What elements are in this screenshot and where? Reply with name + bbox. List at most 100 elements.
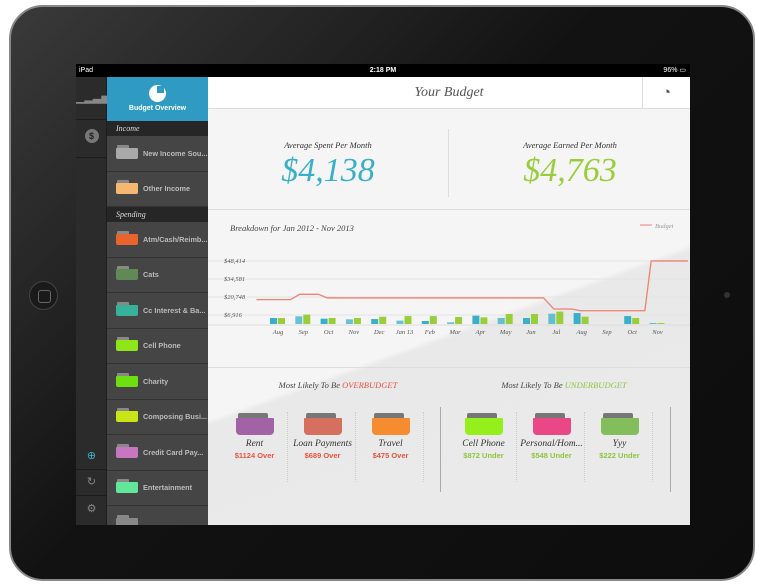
earned-bar [328,318,336,324]
status-bar: iPad 2:18 PM 96% ▭ [76,64,690,77]
sidebar-item-label: Charity [143,376,169,386]
sidebar-item-label: Atm/Cash/Reimb... [143,234,208,244]
budget-amount: $1124 Over [234,451,275,460]
folder-icon [116,514,138,525]
x-tick-label: Jul [552,329,560,336]
folder-icon [116,443,138,458]
x-tick-label: Mar [448,329,461,336]
x-tick-label: Nov [348,329,360,336]
sidebar-item-label: Other Income [143,184,191,194]
device-label: iPad [79,67,94,74]
top-bar: Your Budget ◔ [208,77,690,109]
sidebar-item[interactable]: Credit Card Pay... [107,435,208,471]
screen: iPad 2:18 PM 96% ▭ ▁▂▃▅▇ $ ⊕ ↻ ⚙ Budget … [76,64,690,525]
earned-bar [379,316,387,324]
sidebar-item[interactable]: Cc Interest & Ba... [107,293,208,329]
average-spent: Average Spent Per Month $4,138 [281,140,375,189]
budget-amount: $689 Over [304,451,341,460]
folder-icon [303,413,342,435]
dollar-icon[interactable]: $ [76,129,107,143]
pie-chart-icon [149,85,166,102]
folder-icon [532,413,571,435]
underbudget-card[interactable]: Cell Phone $872 Under [451,412,517,482]
camera [724,292,730,298]
main-panel: Your Budget ◔ Average Spent Per Month $4… [208,77,690,525]
pie-chart-button[interactable]: ◔ [642,77,690,109]
spent-bar [396,320,404,324]
home-button[interactable] [29,281,58,310]
earned-bar [278,318,285,324]
sidebar-item-label: Entertainment [143,483,193,493]
earned-bar [455,316,463,324]
spent-bar [573,313,581,324]
spent-bar [497,318,505,324]
spent-bar [320,318,328,324]
folder-icon [235,413,274,435]
average-earned: Average Earned Per Month $4,763 [523,140,617,189]
folder-icon [600,413,639,435]
folder-icon [116,144,138,159]
folder-icon [464,413,503,435]
underbudget-heading: Most Likely To Be UNDERBUDGET [501,380,627,390]
folder-icon [116,337,138,352]
overbudget-card[interactable]: Loan Payments $689 Over [290,412,356,482]
y-tick-label: $34,581 [224,276,245,283]
earned-bar [581,316,589,324]
signal-icon[interactable]: ▁▂▃▅▇ [76,92,119,104]
overbudget-heading: Most Likely To Be OVERBUDGET [278,380,398,390]
sidebar-item[interactable]: Composing Busi... [107,399,208,435]
earned-bar [632,318,640,324]
sidebar-item-label: New Income Sou... [143,148,208,158]
category-name: Travel [378,439,403,449]
earned-bar [531,313,538,324]
sidebar-item-label: Credit Card Pay... [143,447,204,457]
sidebar-item[interactable]: Charity [107,364,208,400]
page-title: Your Budget [414,85,484,100]
earned-bar [303,314,311,324]
budget-amount: $475 Over [372,451,409,460]
spent-bar [523,318,530,324]
folder-icon [116,372,138,387]
sidebar-item[interactable]: Other Income [107,171,208,207]
overbudget-card[interactable]: Rent $1124 Over [222,412,288,482]
earned-bar [657,322,665,324]
spent-bar [421,321,429,324]
underbudget-card[interactable]: Personal/Hom... $548 Under [519,412,585,482]
x-tick-label: Dec [373,329,385,336]
sidebar-item[interactable]: Atm/Cash/Reimb... [107,222,208,258]
breakdown-chart: Breakdown for Jan 2012 - Nov 2013 Budget $… [208,223,690,336]
settings-icon[interactable]: ⚙ [86,503,97,515]
legend-label: Budget [655,223,674,230]
budget-overview-button[interactable]: Budget Overview [107,77,208,121]
spent-bar [649,322,657,324]
sidebar-item[interactable]: Cell Phone [107,328,208,364]
earned-bar [404,316,412,324]
spent-bar [447,322,455,324]
upload-icon[interactable]: ⊕ [86,450,97,462]
folder-icon [116,479,138,494]
sidebar-item-label: Cats [143,270,159,280]
overbudget-card[interactable]: Travel $475 Over [358,412,424,482]
y-tick-label: $20,748 [224,294,246,301]
spent-bar [345,319,353,324]
spent-bar [624,316,632,324]
folder-icon [116,230,138,245]
sidebar-item[interactable]: New Income Sou... [107,136,208,172]
clock: 2:18 PM [369,67,397,74]
folder-icon [116,180,138,195]
underbudget-card[interactable]: Yyy $222 Under [587,412,653,482]
budget-amount: $548 Under [531,451,572,460]
sidebar-item-label: Cell Phone [143,341,181,351]
refresh-icon[interactable]: ↻ [86,476,97,488]
spent-bar [371,319,379,324]
category-name: Personal/Hom... [520,439,583,449]
sidebar-item[interactable] [107,506,208,525]
folder-icon [116,301,138,316]
sidebar-item[interactable]: Entertainment [107,470,208,506]
sidebar: Budget Overview Income New Income Sou... O… [107,77,208,525]
category-name: Rent [245,439,264,449]
sidebar-item[interactable]: Cats [107,257,208,293]
earned-bar [353,318,361,324]
folder-icon [116,408,138,423]
budget-amount: $222 Under [599,451,640,460]
